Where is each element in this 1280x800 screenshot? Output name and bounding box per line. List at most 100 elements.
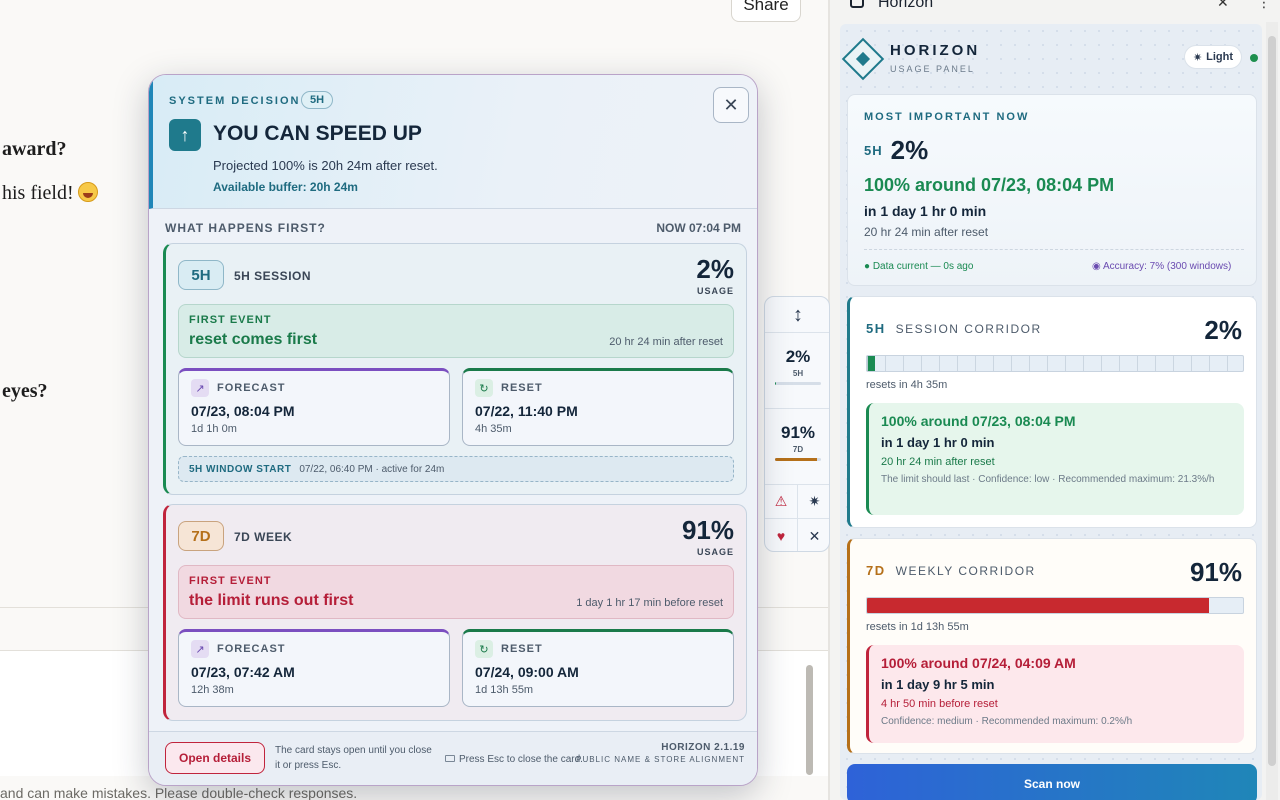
refresh-icon: ↻ bbox=[475, 640, 493, 658]
rail-percent: 2% bbox=[785, 347, 811, 366]
first-event-text: reset comes first bbox=[189, 331, 318, 348]
corridor-heading: 7D WEEKLY CORRIDOR bbox=[866, 563, 1036, 578]
reset-date: 07/24, 09:00 AM bbox=[475, 664, 579, 680]
esc-hint: Press Esc to close the card. bbox=[445, 754, 583, 765]
warning-icon[interactable]: ⚠ bbox=[765, 485, 798, 519]
first-event-text: the limit runs out first bbox=[189, 592, 354, 609]
most-important-when: 100% around 07/23, 08:04 PM bbox=[864, 175, 1115, 195]
chat-text-line: his field! bbox=[2, 182, 98, 205]
chat-disclaimer: and can make mistakes. Please double-che… bbox=[0, 785, 358, 800]
decision-header: SYSTEM DECISION 5H ↑ YOU CAN SPEED UP Pr… bbox=[149, 75, 757, 209]
decision-footer: Open details The card stays open until y… bbox=[149, 731, 757, 785]
current-time: NOW 07:04 PM bbox=[656, 221, 741, 235]
share-button[interactable]: Share bbox=[731, 0, 801, 22]
online-status-icon bbox=[1250, 54, 1258, 62]
session-badge: 7D bbox=[178, 521, 224, 551]
side-panel-scrollbar[interactable] bbox=[1266, 22, 1278, 800]
mini-rail: ↕ 2% 5H 91% 7D ⚠ ✷ ♥ ✕ bbox=[764, 296, 830, 552]
forecast-relative: 12h 38m bbox=[191, 684, 234, 696]
stays-open-note: The card stays open until you close it o… bbox=[275, 745, 432, 771]
chat-text-line: eyes? bbox=[2, 380, 48, 402]
rail-label: 7D bbox=[792, 445, 804, 454]
forecast-label: FORECAST bbox=[217, 643, 286, 655]
resize-handle-icon[interactable]: ↕ bbox=[765, 297, 829, 333]
first-event-detail: 1 day 1 hr 17 min before reset bbox=[576, 597, 723, 609]
rail-percent: 91% bbox=[780, 423, 816, 442]
scrollbar-thumb[interactable] bbox=[1268, 36, 1276, 766]
corridor-resets: resets in 4h 35m bbox=[866, 379, 948, 391]
heart-icon[interactable]: ♥ bbox=[765, 519, 798, 551]
divider bbox=[864, 249, 1244, 250]
reset-tile: ↻ RESET 07/24, 09:00 AM 1d 13h 55m bbox=[462, 629, 734, 707]
forecast-tile: ↗ FORECAST 07/23, 08:04 PM 1d 1h 0m bbox=[178, 368, 450, 446]
session-5h-section: 5H 5H SESSION 2% USAGE FIRST EVENT reset… bbox=[163, 243, 747, 495]
reset-label: RESET bbox=[501, 643, 543, 655]
rail-bar bbox=[775, 382, 821, 385]
forecast-note: Confidence: medium · Recommended maximum… bbox=[881, 716, 1133, 727]
accuracy-status: ◉ Accuracy: 7% (300 windows) bbox=[1092, 261, 1232, 272]
corridor-percent: 2% bbox=[1204, 315, 1242, 345]
rail-label: 5H bbox=[792, 369, 804, 378]
rail-bar-fill bbox=[775, 382, 776, 385]
speed-up-arrow-icon: ↑ bbox=[169, 119, 201, 151]
corridor-resets: resets in 1d 13h 55m bbox=[866, 621, 969, 633]
session-percent: 91% bbox=[681, 515, 734, 545]
more-options-icon[interactable]: ⋮ bbox=[1257, 0, 1271, 10]
close-icon: ✕ bbox=[723, 94, 739, 115]
week-7d-section: 7D 7D WEEK 91% USAGE FIRST EVENT the lim… bbox=[163, 504, 747, 721]
close-card-button[interactable]: ✕ bbox=[713, 87, 749, 123]
session-progress-bar bbox=[866, 355, 1244, 372]
forecast-in: in 1 day 9 hr 5 min bbox=[881, 677, 995, 692]
horizon-logo-icon bbox=[841, 37, 885, 81]
first-event-label: FIRST EVENT bbox=[189, 314, 272, 326]
reset-relative: 1d 13h 55m bbox=[475, 684, 534, 696]
decision-title: YOU CAN SPEED UP bbox=[213, 122, 422, 145]
refresh-icon: ↻ bbox=[475, 379, 493, 397]
decision-buffer: Available buffer: 20h 24m bbox=[213, 180, 358, 194]
forecast-after: 4 hr 50 min before reset bbox=[881, 698, 998, 710]
progress-ticks bbox=[867, 356, 1243, 371]
decision-projection: Projected 100% is 20h 24m after reset. bbox=[213, 158, 438, 173]
close-icon[interactable]: ✕ bbox=[808, 527, 821, 544]
rail-bar bbox=[775, 458, 821, 461]
usage-label: USAGE bbox=[696, 286, 734, 296]
decision-eyebrow: SYSTEM DECISION bbox=[169, 95, 301, 107]
decision-card: SYSTEM DECISION 5H ↑ YOU CAN SPEED UP Pr… bbox=[148, 74, 758, 786]
first-event-label: FIRST EVENT bbox=[189, 575, 272, 587]
rail-bar-fill bbox=[775, 458, 817, 461]
rail-5h-item[interactable]: 2% 5H bbox=[765, 333, 829, 409]
reset-relative: 4h 35m bbox=[475, 423, 512, 435]
rail-7d-item[interactable]: 91% 7D bbox=[765, 409, 829, 485]
first-event-box: FIRST EVENT reset comes first 20 hr 24 m… bbox=[178, 304, 734, 358]
forecast-after: 20 hr 24 min after reset bbox=[881, 456, 995, 468]
decision-badge: 5H bbox=[301, 91, 334, 109]
corridor-forecast: 100% around 07/24, 04:09 AM in 1 day 9 h… bbox=[866, 645, 1244, 743]
reset-tile: ↻ RESET 07/22, 11:40 PM 4h 35m bbox=[462, 368, 734, 446]
session-badge: 5H bbox=[178, 260, 224, 290]
forecast-label: FORECAST bbox=[217, 382, 286, 394]
session-name: 5H SESSION bbox=[234, 269, 312, 283]
pin-icon[interactable]: ✕ bbox=[1217, 0, 1229, 10]
brand-title: HORIZON bbox=[890, 42, 981, 59]
side-panel: Horizon ✕ ⋮ HORIZON USAGE PANEL ✷ Light M… bbox=[830, 0, 1280, 800]
what-happens-first-heading: WHAT HAPPENS FIRST? bbox=[165, 221, 326, 235]
chat-text-line: award? bbox=[2, 138, 67, 160]
forecast-date: 07/23, 07:42 AM bbox=[191, 664, 295, 680]
theme-toggle-button[interactable]: ✷ Light bbox=[1184, 45, 1242, 69]
corridor-percent: 91% bbox=[1189, 557, 1242, 587]
weekly-progress-bar bbox=[866, 597, 1244, 614]
session-corridor-card: 5H SESSION CORRIDOR 2% resets in 4h 35m 1… bbox=[847, 296, 1257, 528]
most-important-eyebrow: MOST IMPORTANT NOW bbox=[864, 111, 1030, 123]
open-details-button[interactable]: Open details bbox=[165, 742, 265, 774]
chat-scrollbar[interactable] bbox=[806, 665, 813, 775]
scan-now-button[interactable]: Scan now bbox=[847, 764, 1257, 800]
grinning-emoji-icon bbox=[77, 182, 98, 202]
most-important-value: 5H 2% bbox=[864, 135, 929, 165]
first-event-detail: 20 hr 24 min after reset bbox=[609, 336, 723, 348]
data-status: ● Data current — 0s ago bbox=[864, 261, 974, 272]
session-percent: 2% bbox=[696, 254, 734, 284]
settings-icon[interactable]: ✷ bbox=[798, 485, 829, 519]
forecast-when: 100% around 07/24, 04:09 AM bbox=[881, 655, 1076, 671]
extension-icon bbox=[850, 0, 864, 8]
forecast-when: 100% around 07/23, 08:04 PM bbox=[881, 413, 1076, 429]
